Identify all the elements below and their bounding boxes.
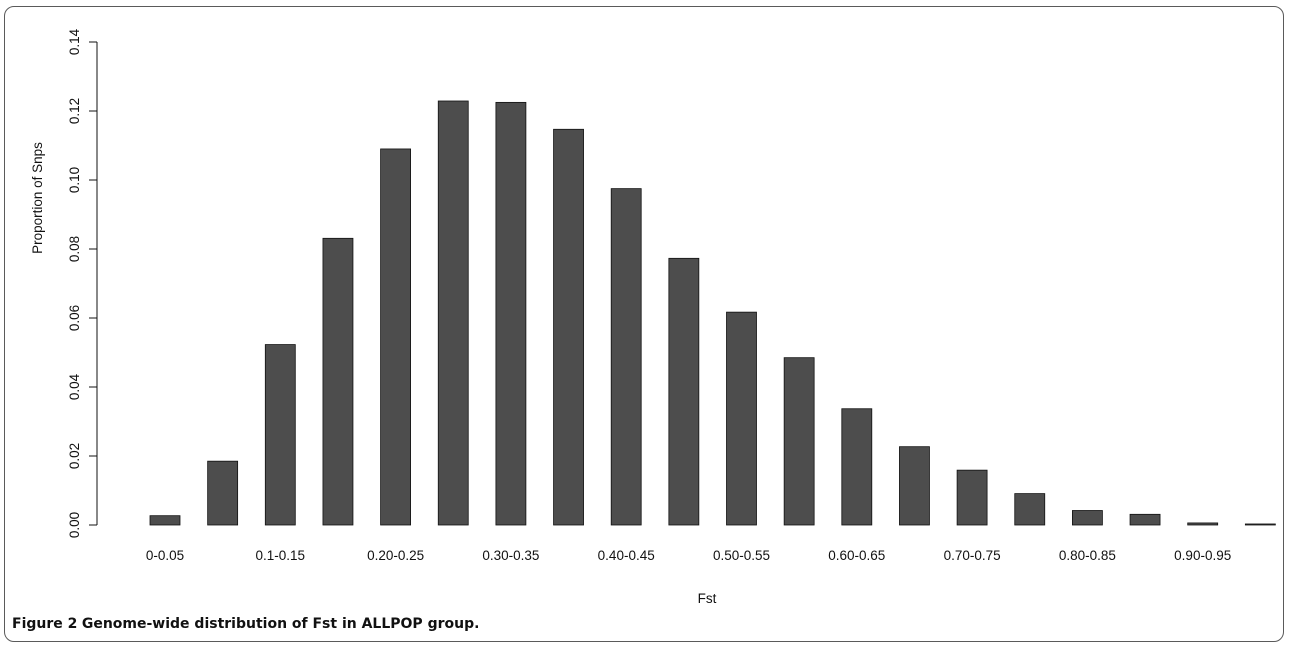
- bar-0.75-0.80: [1014, 493, 1046, 526]
- y-tick-label: 0.06: [67, 305, 82, 331]
- bars: [149, 100, 1276, 526]
- figure-frame: [4, 6, 1284, 642]
- y-axis: 0.00 0.02 0.04 0.06 0.08 0.10 0.12 0.14: [67, 28, 98, 538]
- x-tick-labels: 0-0.05 0.1-0.15 0.20-0.25 0.30-0.35 0.40-0.4…: [146, 548, 1231, 563]
- x-axis-title: Fst: [698, 591, 717, 606]
- figure-caption: Figure 2 Genome-wide distribution of Fst…: [12, 616, 479, 632]
- y-tick-label: 0.00: [67, 512, 82, 538]
- x-tick-label: 0.70-0.75: [944, 548, 1001, 563]
- bar-0.85-0.90: [1129, 513, 1161, 526]
- bar-0.80-0.85: [1072, 510, 1103, 526]
- bar-0.15-0.20: [322, 237, 354, 526]
- x-tick-label: 0.1-0.15: [256, 548, 306, 563]
- x-tick-label: 0.30-0.35: [482, 548, 539, 563]
- bar-0.60-0.65: [841, 408, 873, 526]
- y-tick-label: 0.12: [67, 98, 82, 124]
- bar-0.35-0.40: [553, 128, 584, 526]
- figure-label: Figure 2: [12, 616, 78, 632]
- figure-caption-text: Genome-wide distribution of Fst in ALLPO…: [81, 616, 480, 632]
- bar-0.90-0.95: [1187, 522, 1219, 526]
- x-tick-label: 0.60-0.65: [828, 548, 885, 563]
- bar-0.70-0.75: [956, 469, 988, 526]
- bar-0.30-0.35: [495, 101, 527, 526]
- bar-0.50-0.55: [726, 311, 757, 526]
- y-tick-label: 0.14: [67, 28, 82, 55]
- bar-0.65-0.70: [899, 446, 930, 526]
- y-tick-label: 0.02: [67, 443, 82, 469]
- bar-0.40-0.45: [610, 188, 642, 526]
- x-tick-label: 0.40-0.45: [598, 548, 655, 563]
- bar-0.25-0.30: [437, 100, 469, 526]
- bar-0.55-0.60: [783, 357, 815, 526]
- bar-0.20-0.25: [380, 148, 412, 526]
- x-tick-label: 0.90-0.95: [1174, 548, 1231, 563]
- x-tick-label: 0.50-0.55: [713, 548, 770, 563]
- y-tick-label: 0.10: [67, 167, 82, 193]
- bar-0.1-0.15: [264, 344, 296, 526]
- bar-0.95-1.00: [1244, 523, 1276, 526]
- bar-0.45-0.50: [668, 257, 700, 526]
- x-tick-label: 0.20-0.25: [367, 548, 424, 563]
- bar-0.05-0.10: [207, 460, 239, 526]
- x-tick-label: 0-0.05: [146, 548, 184, 563]
- x-tick-label: 0.80-0.85: [1059, 548, 1116, 563]
- y-tick-label: 0.08: [67, 236, 82, 262]
- bar-0-0.05: [149, 515, 181, 526]
- y-axis-title: Proportion of Snps: [30, 142, 45, 254]
- y-tick-label: 0.04: [67, 373, 82, 400]
